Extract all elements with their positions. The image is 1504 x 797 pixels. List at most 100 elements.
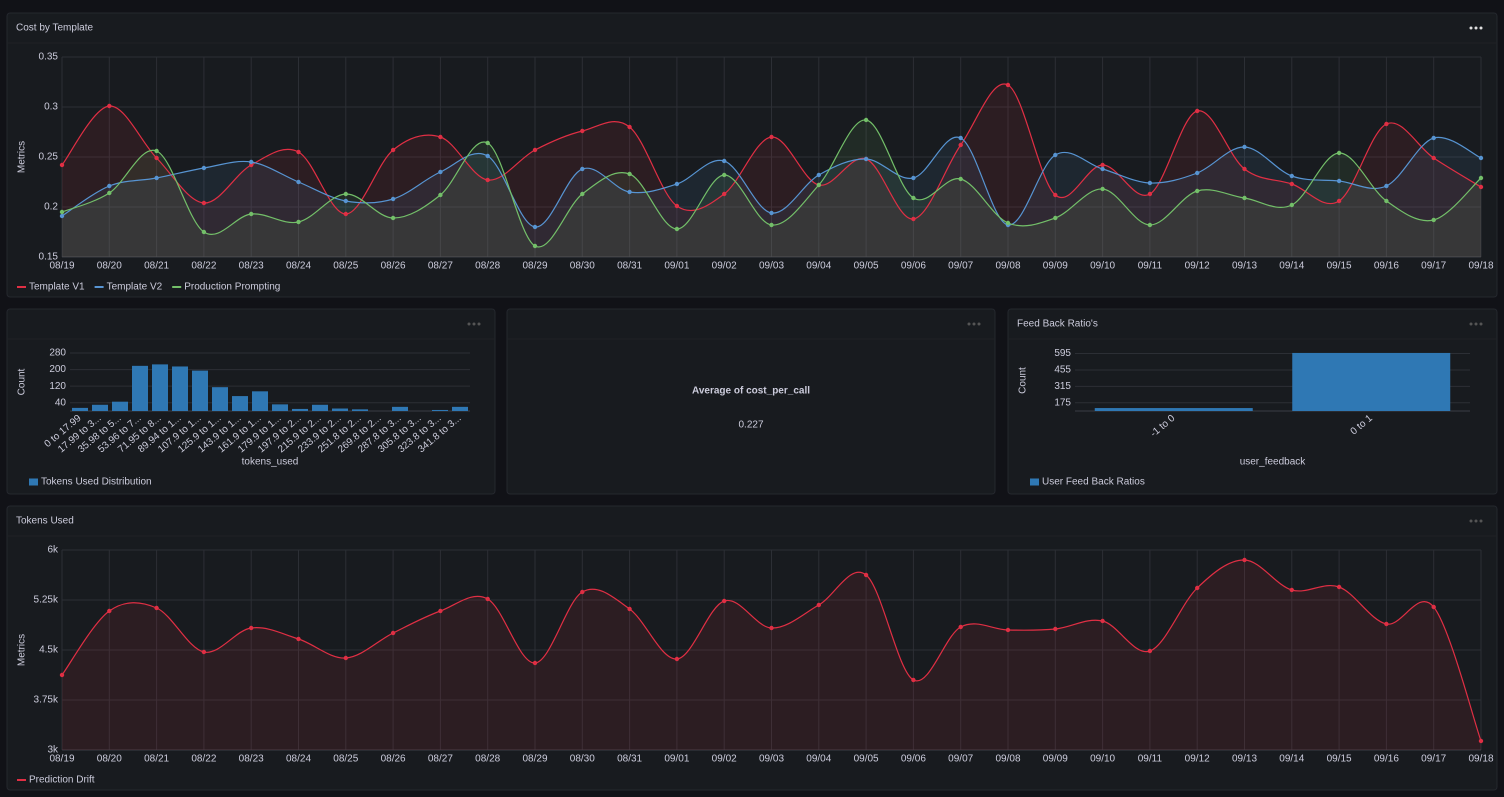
point — [154, 605, 159, 611]
y-tick-label: 40 — [55, 397, 67, 408]
x-tick-label: 09/03 — [759, 754, 784, 765]
y-tick-label: 4.5k — [39, 645, 59, 656]
point — [1384, 183, 1389, 189]
legend-label: Tokens Used Distribution — [41, 477, 152, 488]
y-tick-label: 6k — [47, 545, 59, 556]
x-tick-label: 08/30 — [570, 754, 595, 765]
point — [722, 172, 727, 178]
y-tick-label: 280 — [49, 348, 66, 359]
point — [249, 211, 254, 217]
point — [1100, 618, 1105, 624]
point — [627, 606, 632, 612]
x-tick-label: 08/22 — [191, 754, 216, 765]
point — [722, 191, 727, 197]
x-tick-label: 08/31 — [617, 261, 642, 272]
bar — [272, 404, 288, 411]
point — [1053, 215, 1058, 221]
panel-menu-dot — [467, 322, 471, 326]
x-tick-label: 09/05 — [854, 261, 879, 272]
point — [958, 142, 963, 148]
point — [485, 140, 490, 146]
x-tick-label: 09/05 — [854, 754, 879, 765]
point — [390, 630, 396, 636]
point — [1289, 181, 1295, 187]
stat-label: Average of cost_per_call — [692, 386, 810, 397]
point — [532, 660, 538, 666]
point — [580, 191, 585, 197]
x-tick-label: 09/12 — [1185, 261, 1210, 272]
point — [438, 608, 443, 614]
x-tick-label: 09/09 — [1043, 261, 1068, 272]
point — [107, 190, 112, 196]
panel — [506, 308, 996, 495]
point — [1195, 170, 1200, 176]
point — [674, 656, 680, 662]
panel-menu-dot — [1479, 322, 1483, 326]
point — [627, 171, 632, 177]
bar — [312, 404, 328, 411]
point — [107, 103, 112, 109]
x-tick-label: 09/08 — [995, 261, 1020, 272]
x-tick-label: 09/11 — [1138, 754, 1163, 765]
point — [1289, 173, 1295, 179]
point — [1336, 178, 1342, 184]
y-axis-label: Count — [17, 368, 28, 395]
point — [580, 128, 585, 134]
x-tick-label: 09/16 — [1374, 261, 1399, 272]
bar — [92, 404, 108, 411]
point — [816, 182, 821, 188]
point — [863, 117, 869, 123]
bar — [232, 396, 248, 411]
x-tick-label: 09/02 — [712, 754, 737, 765]
x-tick-label: 09/13 — [1232, 261, 1257, 272]
x-tick-label: 09/03 — [759, 261, 784, 272]
point — [343, 198, 348, 204]
x-tick-label: 09/02 — [712, 261, 737, 272]
point — [1384, 121, 1389, 127]
point — [722, 598, 727, 604]
legend-label: User Feed Back Ratios — [1042, 477, 1145, 488]
y-tick-label: 0.2 — [44, 202, 58, 213]
x-tick-label: 09/06 — [901, 754, 926, 765]
x-tick-label: 09/06 — [901, 261, 926, 272]
y-tick-label: 3k — [47, 745, 59, 756]
point — [154, 175, 159, 181]
point — [1005, 82, 1011, 88]
x-tick-label: 09/15 — [1327, 261, 1352, 272]
area — [62, 84, 1481, 257]
point — [958, 135, 963, 141]
bar — [332, 408, 348, 411]
x-tick-label: 08/26 — [381, 261, 406, 272]
y-tick-label: 120 — [49, 381, 66, 392]
point — [485, 596, 490, 602]
x-tick-label: 09/09 — [1043, 754, 1068, 765]
x-axis-label: user_feedback — [1240, 457, 1307, 468]
point — [1100, 166, 1105, 172]
point — [1384, 621, 1389, 627]
panel-menu-dot — [1474, 26, 1478, 30]
y-tick-label: 0.25 — [39, 152, 59, 163]
panel-menu-dot — [1479, 26, 1483, 30]
point — [911, 195, 916, 201]
x-tick-label: 09/01 — [664, 754, 689, 765]
point — [1100, 186, 1105, 192]
x-tick-label: 09/08 — [995, 754, 1020, 765]
panel — [6, 505, 1498, 791]
point — [107, 183, 112, 189]
point — [1242, 557, 1247, 563]
point — [532, 224, 538, 230]
x-tick-label: 08/26 — [381, 754, 406, 765]
point — [296, 179, 301, 185]
x-tick-label: 08/27 — [428, 261, 453, 272]
point — [1478, 184, 1484, 190]
area — [62, 137, 1481, 257]
point — [1053, 192, 1058, 198]
bar — [452, 406, 468, 411]
point — [296, 636, 301, 642]
x-tick-label: 08/19 — [49, 754, 74, 765]
x-tick-label: 09/15 — [1327, 754, 1352, 765]
point — [438, 134, 443, 140]
point — [390, 147, 396, 153]
point — [1147, 648, 1153, 654]
x-tick-label: 08/29 — [522, 754, 547, 765]
